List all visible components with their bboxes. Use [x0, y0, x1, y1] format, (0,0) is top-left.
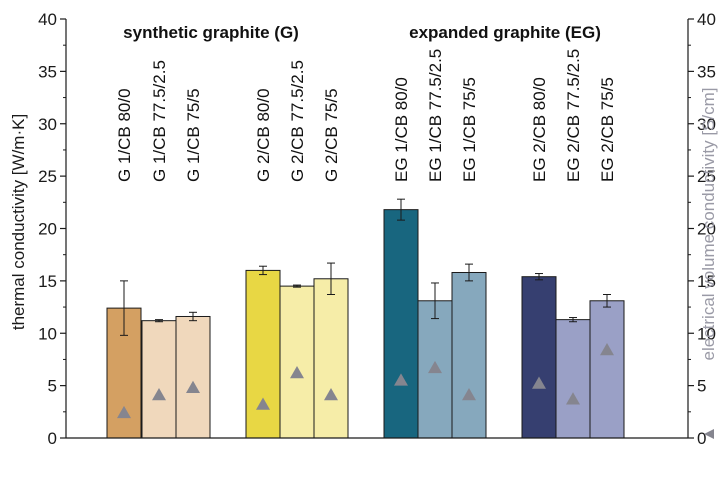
error-bar-8	[431, 282, 439, 320]
y-tick-label-0: 0	[48, 429, 57, 448]
y-tick-label-20: 20	[38, 220, 57, 239]
error-bar-11	[569, 317, 577, 323]
conductivity-marker-12	[600, 343, 614, 356]
y2-tick-label-35: 35	[697, 62, 716, 81]
category-label-4: G 2/CB 80/0	[254, 88, 273, 182]
category-label-1: G 1/CB 80/0	[115, 88, 134, 182]
thermal-bar-11	[555, 319, 591, 439]
category-label-6: G 2/CB 75/5	[322, 88, 341, 182]
category-label-2: G 1/CB 77.5/2.5	[150, 60, 169, 182]
thermal-bar-6	[313, 278, 349, 439]
conductivity-marker-6	[324, 388, 338, 401]
labels-layer: synthetic graphite (G) expanded graphite…	[9, 23, 718, 442]
y2-tick-label-30: 30	[697, 115, 716, 134]
y-tick-label-40: 40	[38, 10, 57, 29]
category-label-10: EG 2/CB 80/0	[530, 77, 549, 182]
y2-tick-label-25: 25	[697, 167, 716, 186]
thermal-bar-10	[521, 276, 557, 439]
y2-tick-label-20: 20	[697, 220, 716, 239]
y2-axis-marker-legend: ▲	[699, 426, 718, 443]
group-label-synthetic-graphite: synthetic graphite (G)	[123, 23, 299, 42]
y2-tick-label-0: 0	[697, 429, 706, 448]
conductivity-marker-2	[152, 388, 166, 401]
y2-tick-label-15: 15	[697, 272, 716, 291]
y-tick-label-5: 5	[48, 377, 57, 396]
error-bar-6	[327, 262, 335, 295]
bars-layer	[106, 209, 625, 439]
conductivity-marker-7	[394, 373, 408, 386]
group-label-expanded-graphite: expanded graphite (EG)	[409, 23, 601, 42]
y-tick-label-35: 35	[38, 62, 57, 81]
y2-tick-label-10: 10	[697, 324, 716, 343]
conductivity-marker-9	[462, 388, 476, 401]
error-bar-4	[259, 265, 267, 276]
conductivity-marker-1	[117, 405, 131, 419]
error-bar-12	[603, 293, 611, 308]
conductivity-marker-5	[290, 366, 304, 379]
conductivity-marker-11	[566, 392, 580, 405]
y-tick-label-30: 30	[38, 115, 57, 134]
y-tick-label-15: 15	[38, 272, 57, 291]
conductivity-marker-10	[532, 376, 546, 389]
y-axis-title-thermal-conductivity: thermal conductivity [W/m·K]	[9, 114, 28, 330]
conductivity-marker-4	[256, 397, 270, 410]
y2-tick-label-5: 5	[697, 377, 706, 396]
error-bar-9	[465, 263, 473, 282]
category-label-8: EG 1/CB 77.5/2.5	[426, 49, 445, 182]
error-bar-1	[120, 280, 128, 336]
y2-tick-label-40: 40	[697, 10, 716, 29]
category-label-7: EG 1/CB 80/0	[392, 77, 411, 182]
category-label-3: G 1/CB 75/5	[184, 88, 203, 182]
thermal-bar-7	[383, 209, 419, 439]
conductivity-marker-3	[186, 380, 200, 393]
thermal-bar-2	[141, 320, 177, 439]
category-label-5: G 2/CB 77.5/2.5	[288, 60, 307, 182]
y-tick-label-10: 10	[38, 324, 57, 343]
error-bar-7	[397, 198, 405, 221]
error-bar-3	[189, 311, 197, 322]
y-tick-label-25: 25	[38, 167, 57, 186]
error-bar-5	[293, 284, 301, 288]
thermal-bar-3	[175, 315, 211, 439]
category-label-9: EG 1/CB 75/5	[460, 77, 479, 182]
y2-axis-title-electrical-conductivity: electrical volume conductivity [S/cm]	[699, 87, 718, 360]
category-label-12: EG 2/CB 75/5	[598, 77, 617, 182]
category-label-11: EG 2/CB 77.5/2.5	[564, 49, 583, 182]
error-bars-layer	[120, 198, 611, 336]
thermal-bar-5	[279, 285, 315, 439]
error-bar-2	[155, 319, 163, 323]
conductivity-markers-layer	[117, 343, 614, 419]
thermal-bar-9	[451, 271, 487, 439]
thermal-bar-4	[245, 269, 281, 439]
conductivity-marker-8	[428, 360, 442, 374]
axes-layer: 0 5 10 15 20 25 30 35 40 0 5 10 15 20 25 30 35 40	[38, 10, 716, 448]
thermal-bar-12	[589, 300, 625, 439]
error-bar-10	[535, 273, 543, 281]
